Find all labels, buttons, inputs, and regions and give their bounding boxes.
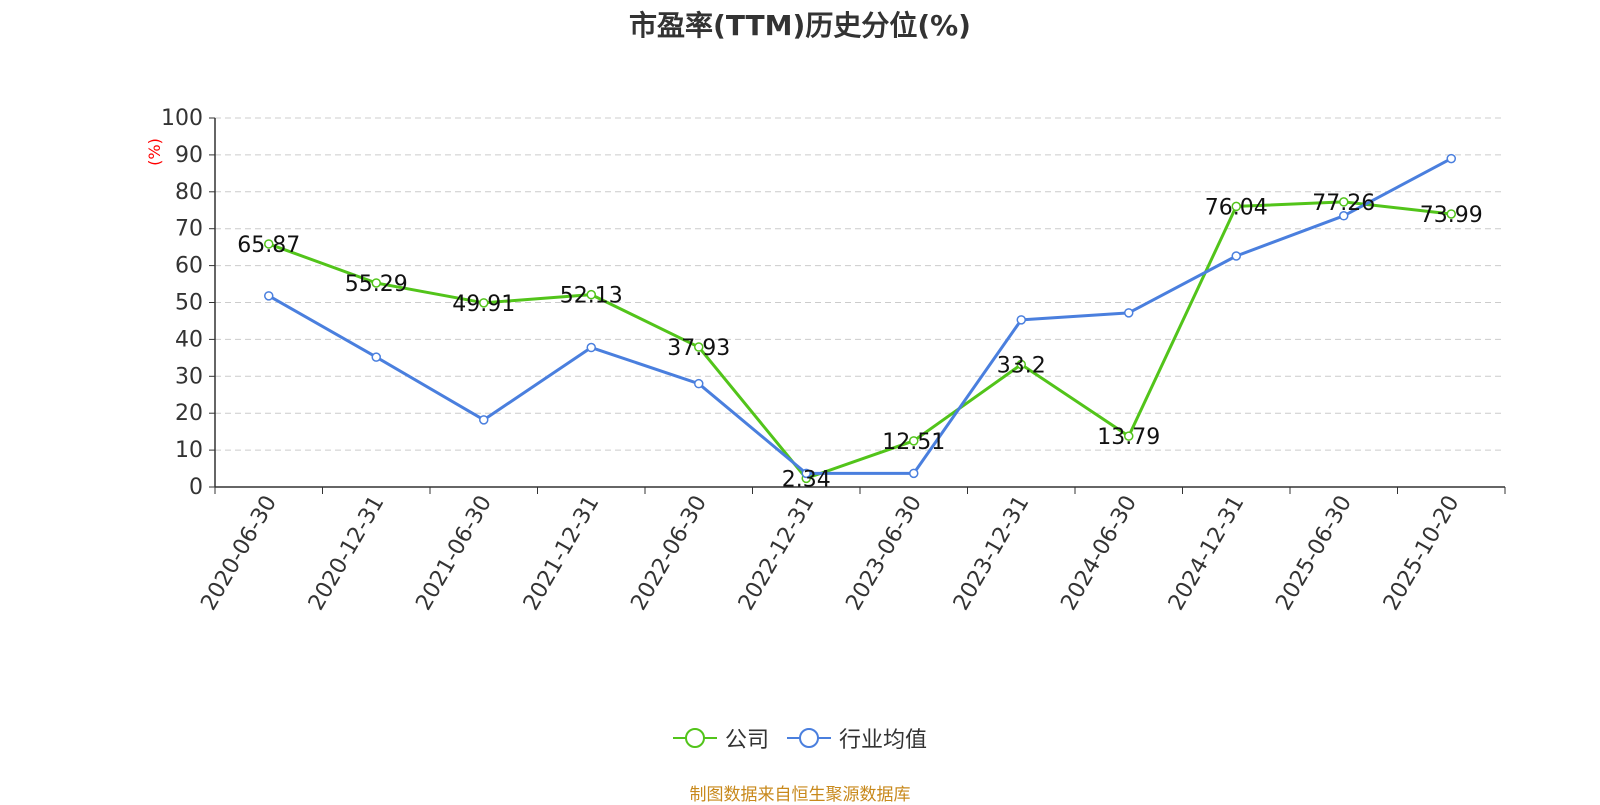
series	[264, 153, 1456, 484]
legend: 公司 行业均值	[0, 722, 1600, 754]
series-0-point-0[interactable]	[264, 239, 274, 249]
y-tick-label-20: 20	[175, 401, 203, 426]
x-tick-label-2025-10-20: 2025-10-20	[1379, 492, 1465, 615]
series-1-point-5[interactable]	[801, 468, 811, 479]
series-1-point-0[interactable]	[264, 291, 274, 301]
axes: 0 10 20 30 40 50 60 70 80 90 100 (%) 2020-06-30 2020-…	[145, 106, 1506, 615]
series-0-label-3: 52.13	[560, 284, 623, 309]
series-1-point-11[interactable]	[1446, 153, 1456, 164]
y-tick-label-60: 60	[175, 254, 203, 279]
y-tick-label-30: 30	[175, 364, 203, 389]
series-0-label-4: 37.93	[667, 336, 730, 361]
series-0-point-2[interactable]	[479, 298, 489, 308]
series-0-point-7[interactable]	[1016, 359, 1026, 370]
series-0-point-3[interactable]	[586, 289, 596, 300]
x-tick-label-2024-06-30: 2024-06-30	[1056, 492, 1142, 615]
y-tick-label-0: 0	[189, 475, 203, 500]
series-0-label-5: 2.34	[782, 467, 831, 492]
series-1-point-4[interactable]	[694, 378, 704, 389]
series-0-point-9[interactable]	[1231, 201, 1241, 212]
x-tick-label-2021-06-30: 2021-06-30	[411, 492, 497, 615]
y-tick-label-90: 90	[175, 143, 203, 168]
y-tick-label-100: 100	[161, 106, 203, 131]
x-tick-label-2023-12-31: 2023-12-31	[949, 492, 1035, 615]
x-tick-label-2025-06-30: 2025-06-30	[1271, 492, 1357, 615]
data-labels: 65.87 55.29 49.91 52.13 37.93 2.34 12.51 33.2 13…	[237, 191, 1482, 492]
series-0-point-6[interactable]	[909, 436, 919, 446]
legend-label-industry: 行业均值	[839, 728, 928, 753]
series-0-label-10: 77.26	[1312, 191, 1375, 216]
x-tick-label-2024-12-31: 2024-12-31	[1164, 492, 1250, 615]
series-1-point-6[interactable]	[909, 468, 919, 479]
series-0-point-11[interactable]	[1446, 209, 1456, 219]
series-0-label-8: 13.79	[1097, 425, 1160, 450]
x-tick-label-2020-06-30: 2020-06-30	[196, 492, 282, 615]
y-axis-label: (%)	[145, 138, 164, 166]
series-0-label-1: 55.29	[345, 272, 408, 297]
series-1-point-8[interactable]	[1124, 308, 1134, 318]
x-tick-label-2020-12-31: 2020-12-31	[304, 492, 390, 615]
series-1-point-10[interactable]	[1339, 211, 1349, 221]
series-line-0	[268, 200, 1452, 480]
series-1-point-9[interactable]	[1231, 251, 1241, 261]
y-tick-label-70: 70	[175, 217, 203, 242]
series-0-label-2: 49.91	[452, 292, 515, 317]
series-0-label-6: 12.51	[882, 430, 945, 455]
source-note: 制图数据来自恒生聚源数据库	[689, 785, 911, 805]
chart-title: 市盈率(TTM)历史分位(%)	[629, 9, 971, 42]
series-0-point-8[interactable]	[1124, 431, 1134, 441]
series-line-1	[268, 157, 1452, 475]
y-tick-label-10: 10	[175, 438, 203, 463]
series-0-point-1[interactable]	[371, 278, 381, 288]
series-0-label-7: 33.2	[997, 353, 1046, 378]
series-1-point-1[interactable]	[371, 352, 381, 362]
x-tick-label-2022-06-30: 2022-06-30	[626, 492, 712, 615]
legend-marker-company	[672, 728, 717, 748]
y-tick-label-40: 40	[175, 327, 203, 352]
legend-marker-industry	[787, 728, 831, 748]
x-tick-label-2023-06-30: 2023-06-30	[841, 492, 927, 615]
x-tick-label-2021-12-31: 2021-12-31	[519, 492, 605, 615]
series-0-label-11: 73.99	[1420, 203, 1483, 228]
series-1-point-3[interactable]	[586, 342, 596, 353]
legend-label-company: 公司	[724, 728, 769, 753]
legend-item-industry[interactable]: 行业均值	[787, 722, 927, 754]
series-0-point-4[interactable]	[694, 342, 704, 352]
series-0-label-9: 76.04	[1205, 195, 1268, 220]
y-tick-label-50: 50	[175, 291, 203, 316]
grid-lines	[215, 117, 1505, 451]
x-tick-label-2022-12-31: 2022-12-31	[734, 492, 820, 615]
y-tick-label-80: 80	[175, 180, 203, 205]
legend-item-company[interactable]: 公司	[672, 722, 769, 754]
series-0-label-0: 65.87	[237, 233, 300, 258]
series-1-point-7[interactable]	[1016, 315, 1026, 325]
series-1-point-2[interactable]	[479, 415, 489, 425]
series-0-point-10[interactable]	[1339, 197, 1349, 207]
